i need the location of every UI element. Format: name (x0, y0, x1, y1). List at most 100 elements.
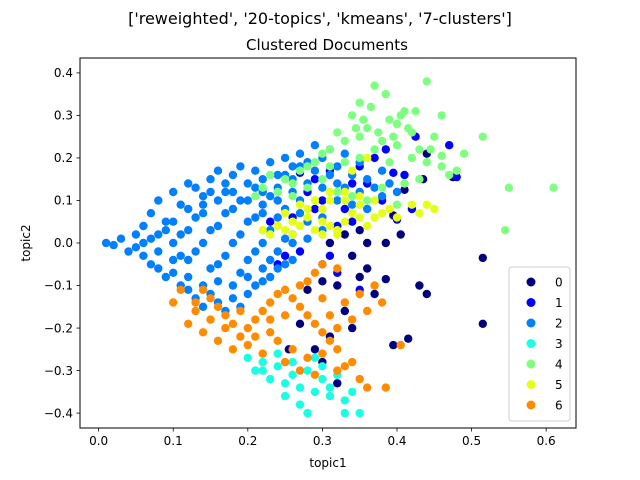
data-point-cluster-2 (169, 268, 178, 277)
data-point-cluster-4 (310, 158, 320, 167)
data-point-cluster-2 (213, 260, 223, 269)
data-point-cluster-2 (295, 209, 305, 218)
data-point-cluster-6 (258, 349, 267, 358)
legend-box (508, 266, 571, 422)
legend-marker-1 (526, 298, 536, 307)
data-point-cluster-5 (288, 230, 297, 239)
data-point-cluster-6 (288, 294, 297, 303)
data-point-cluster-2 (385, 179, 394, 188)
data-point-cluster-4 (355, 132, 364, 141)
data-point-cluster-4 (370, 145, 379, 154)
data-point-cluster-2 (251, 166, 260, 175)
legend-marker-2 (526, 318, 536, 328)
data-point-cluster-0 (303, 285, 312, 294)
data-point-cluster-2 (273, 170, 282, 180)
data-point-cluster-2 (295, 149, 305, 158)
data-point-cluster-0 (400, 185, 409, 194)
data-point-cluster-6 (266, 315, 275, 324)
data-point-cluster-4 (478, 132, 487, 141)
data-point-cluster-6 (333, 264, 342, 273)
data-point-cluster-4 (355, 153, 364, 163)
data-point-cluster-6 (221, 311, 230, 320)
y-tick-label: 0.0 (54, 236, 73, 250)
data-point-cluster-2 (191, 247, 200, 256)
data-point-cluster-6 (325, 311, 335, 320)
data-point-cluster-0 (340, 306, 349, 316)
data-point-cluster-4 (318, 175, 327, 184)
data-point-cluster-2 (184, 285, 193, 294)
data-point-cluster-5 (355, 200, 364, 209)
data-point-cluster-4 (430, 132, 439, 141)
data-point-cluster-6 (295, 366, 305, 375)
data-point-cluster-5 (318, 217, 327, 226)
data-point-cluster-5 (266, 230, 275, 239)
data-point-cluster-2 (198, 200, 208, 209)
data-point-cluster-4 (377, 183, 387, 192)
data-point-cluster-5 (325, 221, 335, 231)
data-point-cluster-2 (243, 217, 252, 226)
data-point-cluster-4 (340, 136, 349, 146)
data-point-cluster-2 (288, 238, 297, 248)
data-point-cluster-6 (295, 302, 305, 311)
data-point-cluster-6 (198, 328, 208, 337)
data-point-cluster-2 (154, 264, 163, 273)
data-point-cluster-1 (452, 172, 461, 182)
data-point-cluster-5 (407, 200, 417, 209)
data-point-cluster-4 (500, 226, 510, 235)
data-point-cluster-2 (280, 260, 290, 269)
data-point-cluster-1 (381, 145, 390, 154)
legend-label-5: 5 (555, 378, 563, 392)
data-point-cluster-2 (101, 238, 111, 248)
data-point-cluster-4 (295, 166, 305, 175)
data-point-cluster-5 (392, 213, 402, 222)
data-point-cluster-2 (131, 230, 141, 239)
data-point-cluster-6 (318, 260, 327, 269)
data-point-cluster-2 (243, 255, 252, 265)
data-point-cluster-1 (325, 251, 335, 260)
data-point-cluster-6 (266, 298, 275, 307)
data-point-cluster-2 (221, 209, 230, 218)
data-point-cluster-3 (348, 387, 357, 397)
data-point-cluster-2 (243, 196, 252, 205)
data-point-cluster-3 (266, 374, 275, 384)
data-point-cluster-2 (236, 268, 245, 277)
data-point-cluster-6 (377, 298, 387, 307)
data-point-cluster-4 (415, 145, 424, 154)
legend-label-2: 2 (555, 316, 563, 330)
data-point-cluster-2 (288, 255, 297, 265)
data-point-cluster-4 (437, 111, 446, 120)
data-point-cluster-2 (273, 264, 282, 273)
data-point-cluster-2 (124, 247, 133, 256)
data-point-cluster-2 (169, 238, 178, 248)
data-point-cluster-0 (389, 340, 398, 350)
data-point-cluster-6 (251, 315, 260, 324)
data-point-cluster-4 (366, 102, 376, 112)
data-point-cluster-2 (176, 230, 185, 239)
data-point-cluster-4 (404, 124, 413, 133)
data-point-cluster-4 (437, 151, 446, 160)
data-point-cluster-1 (295, 247, 305, 256)
data-point-cluster-4 (325, 145, 335, 154)
data-point-cluster-5 (363, 153, 372, 163)
data-point-cluster-5 (318, 230, 327, 239)
data-point-cluster-0 (363, 238, 372, 248)
data-point-cluster-2 (280, 234, 290, 243)
data-point-cluster-2 (236, 230, 245, 239)
data-point-cluster-4 (411, 107, 420, 116)
data-point-cluster-6 (355, 289, 364, 299)
data-point-cluster-2 (228, 238, 238, 248)
data-point-cluster-5 (370, 213, 379, 222)
data-point-cluster-5 (363, 221, 372, 231)
data-point-cluster-1 (389, 168, 398, 177)
data-point-cluster-5 (340, 187, 349, 197)
data-point-cluster-5 (325, 196, 335, 205)
data-point-cluster-5 (340, 196, 349, 205)
data-point-cluster-2 (266, 158, 275, 167)
data-point-cluster-4 (504, 183, 514, 192)
legend-label-6: 6 (555, 398, 563, 412)
data-point-cluster-1 (340, 204, 349, 214)
data-point-cluster-2 (131, 243, 141, 252)
data-point-cluster-4 (459, 149, 469, 158)
data-point-cluster-2 (310, 166, 320, 175)
